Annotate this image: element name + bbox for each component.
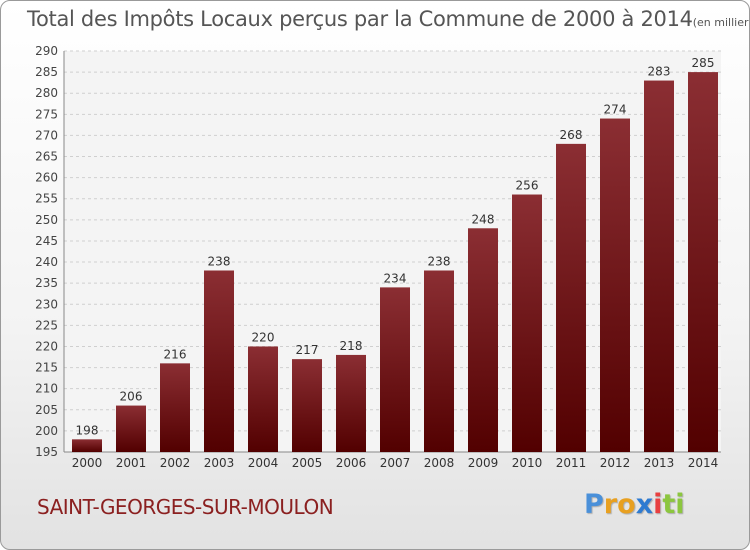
x-tick-labels: 2000 2001 2002 2003 2004 2005 2006 2007 2008 2009… xyxy=(72,456,719,470)
chart-unit-label: (en milliers d'€) xyxy=(692,16,749,29)
data-labels: 198 206 216 238 220 217 218 234 238 248 256 268 274 2… xyxy=(76,56,715,437)
data-label: 217 xyxy=(296,343,319,357)
y-tick-label: 230 xyxy=(35,297,58,311)
bar xyxy=(72,439,102,452)
x-tick-label: 2004 xyxy=(248,456,279,470)
bar xyxy=(204,270,234,452)
data-label: 234 xyxy=(384,271,407,285)
x-tick-label: 2005 xyxy=(292,456,323,470)
bars xyxy=(72,72,718,453)
y-tick-labels: 195 200 205 210 215 220 225 230 235 240 245 250 255 2… xyxy=(35,44,58,459)
x-tick-label: 2007 xyxy=(380,456,411,470)
y-tick-label: 235 xyxy=(35,276,58,290)
proxiti-logo: Proxiti xyxy=(584,489,685,520)
y-tick-label: 290 xyxy=(35,44,58,58)
y-tick-label: 250 xyxy=(35,213,58,227)
bar xyxy=(556,143,586,452)
y-tick-label: 240 xyxy=(35,255,58,269)
data-label: 248 xyxy=(472,212,495,226)
x-tick-label: 2010 xyxy=(512,456,543,470)
x-tick-label: 2012 xyxy=(600,456,631,470)
x-tick-label: 2013 xyxy=(644,456,675,470)
data-label: 274 xyxy=(604,103,627,117)
y-tick-label: 225 xyxy=(35,318,58,332)
data-label: 220 xyxy=(252,330,275,344)
x-tick-label: 2000 xyxy=(72,456,103,470)
bar xyxy=(116,405,146,452)
y-tick-label: 285 xyxy=(35,65,58,79)
chart-title-text: Total des Impôts Locaux perçus par la Co… xyxy=(27,7,693,31)
chart-title: Total des Impôts Locaux perçus par la Co… xyxy=(27,7,749,31)
data-label: 238 xyxy=(208,254,231,268)
data-label: 206 xyxy=(120,390,143,404)
y-tick-label: 215 xyxy=(35,361,58,375)
x-tick-label: 2011 xyxy=(556,456,587,470)
data-label: 238 xyxy=(428,254,451,268)
x-tick-label: 2001 xyxy=(116,456,147,470)
logo-letter: x xyxy=(635,489,654,520)
bar xyxy=(644,80,674,453)
x-tick-label: 2002 xyxy=(160,456,191,470)
x-tick-label: 2008 xyxy=(424,456,455,470)
y-tick-label: 195 xyxy=(35,445,58,459)
y-tick-label: 205 xyxy=(35,403,58,417)
logo-letter: o xyxy=(617,489,636,520)
logo-letter: i xyxy=(675,489,685,520)
bar xyxy=(248,346,278,452)
y-tick-label: 270 xyxy=(35,128,58,142)
data-label: 256 xyxy=(516,179,539,193)
y-tick-label: 260 xyxy=(35,171,58,185)
bar xyxy=(380,287,410,452)
y-tick-label: 280 xyxy=(35,86,58,100)
bar xyxy=(424,270,454,452)
y-tick-label: 220 xyxy=(35,339,58,353)
x-tick-label: 2003 xyxy=(204,456,235,470)
bar xyxy=(468,228,498,452)
data-label: 268 xyxy=(560,128,583,142)
data-label: 216 xyxy=(164,347,187,361)
y-tick-label: 265 xyxy=(35,150,58,164)
y-tick-label: 255 xyxy=(35,192,58,206)
logo-letter: r xyxy=(603,489,618,520)
logo-letter: t xyxy=(662,489,676,520)
bar xyxy=(600,118,630,453)
y-tick-label: 275 xyxy=(35,107,58,121)
bar xyxy=(336,354,366,452)
x-tick-label: 2014 xyxy=(688,456,719,470)
bar xyxy=(292,359,322,452)
y-tick-label: 210 xyxy=(35,382,58,396)
logo-letter: i xyxy=(653,489,663,520)
data-label: 198 xyxy=(76,423,99,437)
x-tick-label: 2009 xyxy=(468,456,499,470)
data-label: 283 xyxy=(648,65,671,79)
bar xyxy=(688,72,718,453)
logo-letter: P xyxy=(584,489,604,520)
y-tick-label: 245 xyxy=(35,234,58,248)
data-label: 218 xyxy=(340,339,363,353)
bar xyxy=(160,363,190,452)
data-label: 285 xyxy=(692,56,715,70)
commune-name: SAINT-GEORGES-SUR-MOULON xyxy=(37,495,334,519)
y-tick-label: 200 xyxy=(35,424,58,438)
x-tick-label: 2006 xyxy=(336,456,367,470)
bar xyxy=(512,194,542,452)
